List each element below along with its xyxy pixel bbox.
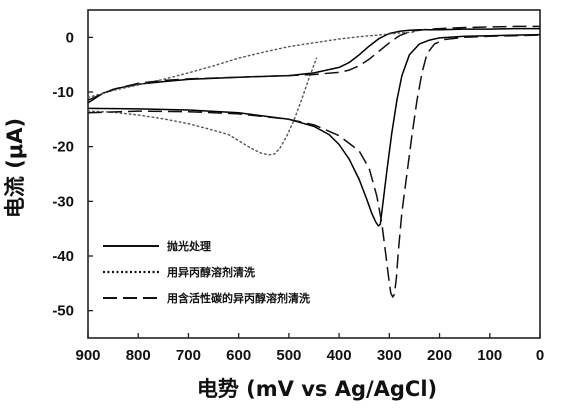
- x-tick-label: 300: [377, 347, 402, 364]
- series-layer: [87, 25, 541, 298]
- series-3-return-line: [87, 34, 541, 298]
- x-tick-label: 100: [477, 347, 502, 364]
- plot-area-frame: [87, 9, 541, 339]
- y-tick-label: 0: [66, 29, 74, 46]
- y-tick-label: -50: [52, 303, 74, 320]
- x-tick-label: 400: [327, 347, 352, 364]
- series-3-forward-line: [87, 25, 540, 101]
- series-1-forward-line: [87, 27, 540, 104]
- x-tick-label: 600: [226, 347, 251, 364]
- series-1-return-line: [87, 33, 541, 227]
- series-2-forward-line: [87, 31, 416, 99]
- x-tick-label: 900: [75, 347, 100, 364]
- axis-ticks: 900 800 700 600 500 400 300 200 100 0 0 -10 -20 -30 -4…: [52, 29, 544, 364]
- y-tick-label: -20: [52, 139, 74, 156]
- legend-label-3: 用含活性碳的异丙醇溶剂清洗: [167, 291, 310, 305]
- y-tick-label: -40: [52, 248, 74, 265]
- y-tick-label: -30: [52, 193, 74, 210]
- legend-label-1: 抛光处理: [167, 239, 211, 253]
- x-tick-label: 500: [276, 347, 301, 364]
- x-tick-label: 0: [536, 347, 544, 364]
- y-axis-title: 电流 (μA): [3, 118, 27, 218]
- series-2-return-line: [87, 57, 318, 156]
- x-tick-label: 800: [126, 347, 151, 364]
- x-tick-label: 200: [427, 347, 452, 364]
- legend-label-2: 用异丙醇溶剂清洗: [167, 265, 255, 279]
- x-axis-title: 电势 (mV vs Ag/AgCl): [197, 377, 437, 401]
- y-tick-label: -10: [52, 84, 74, 101]
- x-tick-label: 700: [176, 347, 201, 364]
